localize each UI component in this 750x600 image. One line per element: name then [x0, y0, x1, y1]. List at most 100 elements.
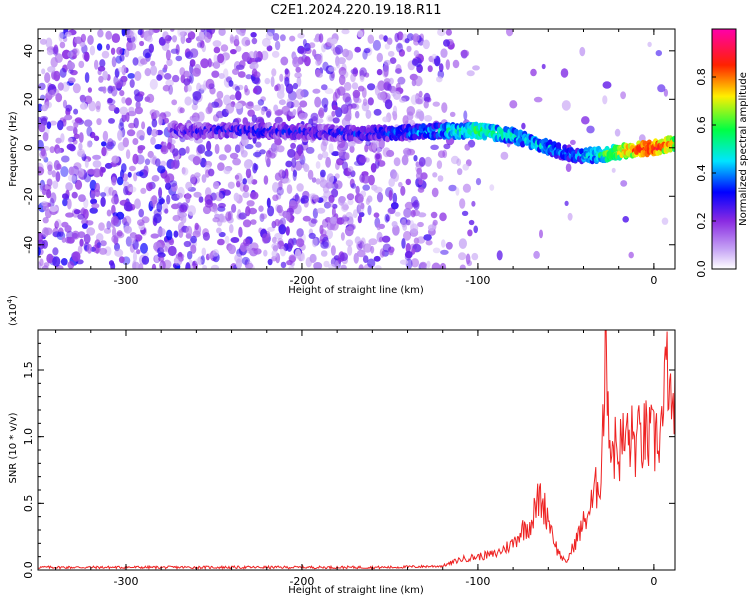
spectrogram-noise-cell: [384, 99, 393, 110]
spectrogram-noise-cell: [217, 202, 226, 209]
spectrogram-noise-cell: [496, 250, 503, 261]
spectrogram-noise-cell: [60, 133, 65, 143]
spectrogram-noise-cell: [185, 262, 191, 269]
spectrogram-noise-cell: [324, 88, 334, 95]
spectrogram-noise-cell: [111, 56, 117, 68]
spectrogram-noise-cell: [49, 120, 57, 126]
spectrogram-noise-cell: [325, 217, 332, 223]
spectrogram-noise-cell: [350, 68, 358, 75]
spectrogram-noise-cell: [296, 76, 302, 87]
spectrogram-noise-cell: [267, 226, 275, 232]
spectrogram-noise-cell: [432, 172, 438, 178]
spectrogram-noise-cell: [294, 248, 302, 259]
spectrogram-noise-cell: [118, 256, 125, 264]
spectrogram-noise-cell: [449, 111, 456, 117]
spectrogram-noise-cell: [41, 68, 46, 75]
spectrogram-noise-cell: [66, 198, 72, 210]
spectrogram-noise-cell: [313, 262, 323, 269]
spectrogram-noise-cell: [294, 160, 303, 171]
spectrogram-noise-cell: [114, 248, 124, 257]
spectrogram-noise-cell: [468, 219, 475, 226]
spectrogram-noise-cell: [350, 73, 356, 83]
spectrogram-noise-cell: [233, 192, 240, 202]
spectrogram-noise-cell: [403, 230, 412, 241]
spectrogram-noise-cell: [140, 187, 147, 194]
spectrogram-noise-cell: [432, 101, 440, 107]
spectrogram-noise-cell: [102, 130, 109, 142]
spectrogram-noise-cell: [292, 170, 297, 182]
spectrogram-noise-cell: [225, 103, 235, 114]
spectrogram-noise-cell: [47, 66, 56, 73]
spectrogram-noise-cell: [340, 264, 347, 269]
spectrogram-noise-cell: [110, 262, 116, 269]
spectrogram-noise-cell: [209, 61, 214, 67]
spectrogram-noise-cell: [345, 239, 354, 247]
spectrogram-noise-cell: [42, 204, 49, 212]
spectrogram-noise-cell: [146, 36, 153, 43]
spectrogram-noise-cell: [343, 81, 352, 91]
colorbar-tick-label: 0.6: [695, 116, 708, 134]
spectrogram-noise-cell: [249, 242, 259, 251]
spectrogram-noise-cell: [334, 173, 340, 179]
spectrogram-noise-cell: [394, 32, 400, 43]
spectrogram-ridge-cell: [520, 141, 526, 148]
spectrogram-noise-cell: [425, 239, 433, 246]
spectrogram-noise-cell: [40, 94, 46, 101]
spectrogram-noise-cell: [214, 143, 220, 155]
spectrogram-noise-cell: [185, 146, 190, 154]
spectrogram-noise-cell: [323, 104, 328, 113]
spectrogram-noise-cell: [87, 35, 94, 45]
spectrogram-noise-cell: [73, 108, 79, 115]
spectrogram-noise-cell: [62, 193, 69, 200]
spectrogram-noise-cell: [242, 178, 247, 185]
spectrogram-noise-cell: [586, 125, 595, 134]
spectrogram-noise-cell: [193, 191, 202, 198]
spectrogram-noise-cell: [170, 29, 175, 32]
colorbar: 0.0 0.2 0.4 0.6 0.8 Normalized spectral ampl…: [695, 28, 749, 278]
spectrogram-noise-cell: [190, 235, 198, 244]
spectrogram-noise-cell: [320, 169, 326, 178]
spectrogram-noise-cell: [140, 242, 148, 254]
spectrogram-noise-cell: [150, 233, 160, 239]
spectrogram-noise-cell: [134, 198, 141, 209]
spectrogram-noise-cell: [192, 156, 201, 166]
spectrogram-noise-cell: [61, 81, 70, 92]
spectrogram-noise-cell: [100, 196, 106, 207]
spectrogram-noise-cell: [611, 167, 616, 173]
spectrogram-noise-cell: [244, 88, 250, 96]
spectrogram-frame: [37, 28, 676, 270]
spectrogram-noise-cell: [245, 168, 252, 179]
spectrogram-noise-cell: [533, 250, 540, 259]
spectrogram-noise-cell: [187, 250, 193, 260]
spectrogram-noise-cell: [354, 46, 362, 53]
spectrogram-noise-cell: [141, 255, 150, 265]
spectrogram-noise-cell: [472, 65, 480, 71]
spectrogram-noise-cell: [148, 200, 154, 212]
spectrogram-noise-cell: [315, 178, 321, 185]
spectrogram-noise-cell: [412, 33, 420, 42]
spectrogram-noise-cell: [176, 192, 183, 199]
spectrogram-noise-cell: [98, 247, 108, 255]
spectrogram-noise-cell: [443, 39, 450, 47]
spectrogram-noise-cell: [261, 37, 271, 47]
spectrogram-noise-cell: [218, 73, 225, 79]
spectrogram-noise-cell: [237, 71, 246, 78]
spectrogram-noise-cell: [137, 146, 144, 154]
spectrogram-noise-cell: [461, 210, 469, 216]
spectrogram-noise-cell: [98, 75, 104, 83]
spectrogram-noise-cell: [218, 29, 226, 36]
spectrogram-noise-cell: [251, 114, 257, 123]
spectrogram-noise-cell: [201, 174, 207, 183]
spectrogram-noise-cell: [570, 139, 576, 145]
spectrogram-noise-cell: [373, 212, 380, 218]
spectrogram-noise-cell: [173, 230, 179, 238]
spectrogram-noise-cell: [92, 244, 101, 254]
spectrogram-noise-cell: [331, 104, 339, 111]
spectrogram-noise-cell: [101, 146, 107, 157]
spectrogram-noise-cell: [581, 116, 590, 125]
spectrogram-noise-cell: [339, 196, 345, 204]
spectrogram-noise-cell: [345, 50, 354, 61]
snr-xlabel: Height of straight line (km): [288, 585, 424, 596]
spectrogram-noise-cell: [308, 42, 316, 49]
spectrogram-noise-cell: [349, 145, 355, 153]
